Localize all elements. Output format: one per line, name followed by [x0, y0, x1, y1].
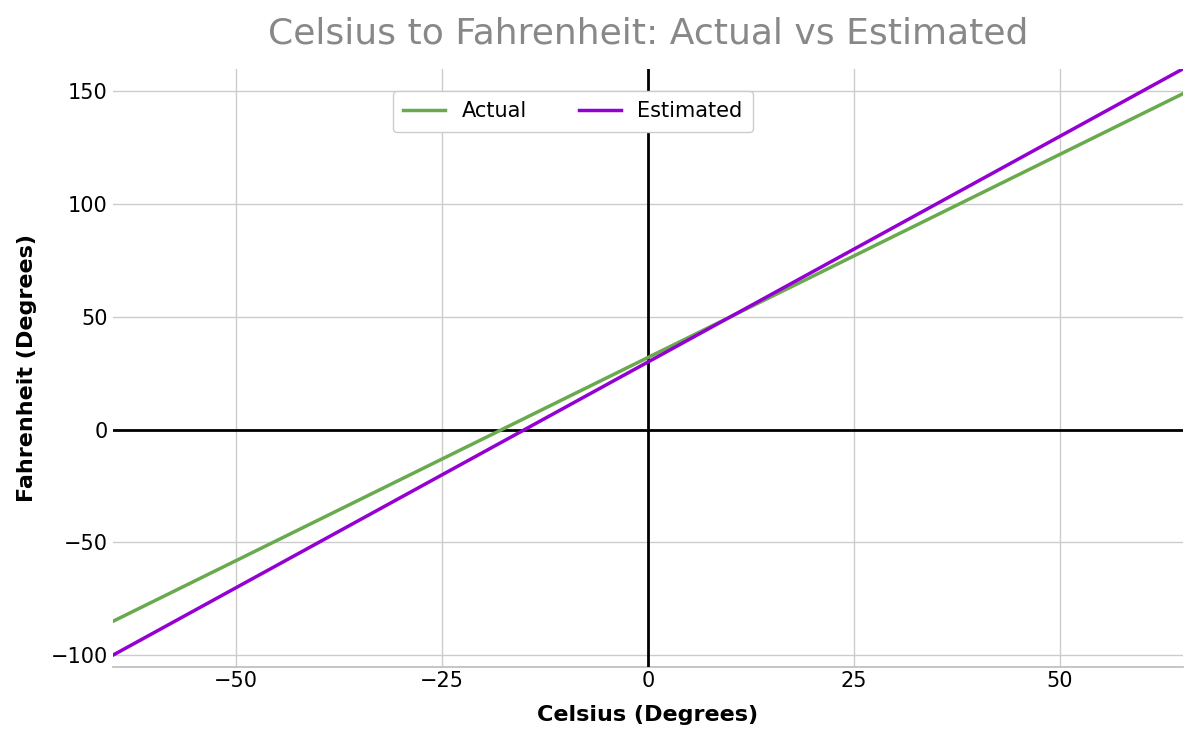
- Legend: Actual, Estimated: Actual, Estimated: [394, 91, 754, 132]
- Line: Estimated: Estimated: [113, 69, 1183, 655]
- Estimated: [106, 651, 120, 660]
- Actual: [106, 617, 120, 626]
- Estimated: [620, 369, 635, 378]
- Actual: [685, 332, 700, 341]
- Title: Celsius to Fahrenheit: Actual vs Estimated: Celsius to Fahrenheit: Actual vs Estimat…: [268, 16, 1028, 50]
- Estimated: [983, 170, 997, 179]
- Estimated: [743, 302, 757, 311]
- Estimated: [1151, 79, 1165, 88]
- Estimated: [685, 333, 700, 342]
- Actual: [983, 184, 997, 193]
- Actual: [614, 367, 629, 375]
- Estimated: [614, 372, 629, 381]
- Estimated: [1176, 65, 1190, 73]
- Actual: [743, 303, 757, 312]
- Line: Actual: Actual: [113, 93, 1183, 622]
- Actual: [1151, 102, 1165, 111]
- Y-axis label: Fahrenheit (Degrees): Fahrenheit (Degrees): [17, 234, 37, 502]
- Actual: [1176, 89, 1190, 98]
- Actual: [620, 363, 635, 372]
- X-axis label: Celsius (Degrees): Celsius (Degrees): [538, 706, 758, 726]
